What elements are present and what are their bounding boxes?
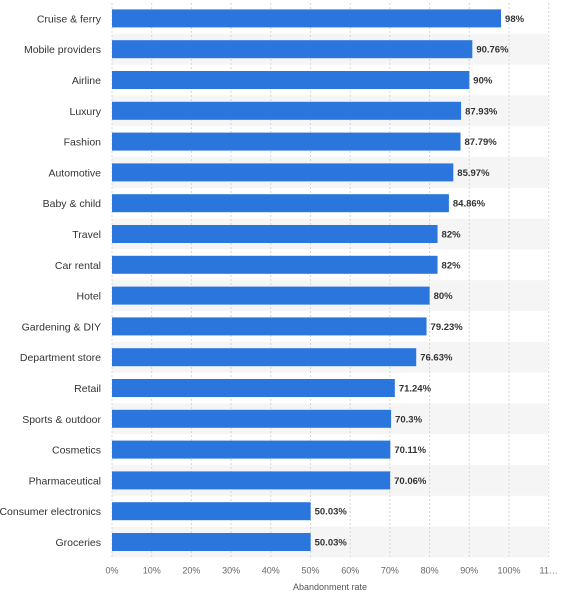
x-tick-label: 11…	[540, 565, 558, 575]
bar[interactable]	[112, 132, 461, 151]
bar[interactable]	[112, 9, 502, 28]
category-label: Travel	[72, 229, 101, 241]
bar[interactable]	[112, 101, 462, 120]
category-label: Groceries	[55, 537, 101, 549]
value-label: 98%	[505, 14, 525, 25]
category-label: Fashion	[64, 137, 102, 149]
x-axis-title: Abandonment rate	[293, 582, 367, 592]
x-tick-label: 80%	[421, 565, 439, 575]
category-label: Hotel	[76, 291, 101, 303]
category-label: Airline	[72, 75, 101, 87]
bar[interactable]	[112, 502, 311, 521]
value-label: 80%	[434, 291, 454, 302]
bar[interactable]	[112, 440, 391, 459]
value-label: 87.79%	[465, 137, 498, 148]
value-label: 85.97%	[457, 168, 490, 179]
value-label: 90%	[473, 76, 493, 87]
value-label: 79.23%	[431, 322, 464, 333]
x-tick-label: 90%	[460, 565, 478, 575]
x-tick-label: 50%	[301, 565, 319, 575]
bar[interactable]	[112, 379, 395, 397]
category-labels: Cruise & ferry Mobile providers Airline Lux…	[0, 13, 102, 549]
bar[interactable]	[112, 71, 470, 89]
value-label: 82%	[442, 260, 462, 271]
category-label: Consumer electronics	[0, 506, 101, 518]
value-label: 70.3%	[395, 414, 422, 425]
category-label: Department store	[20, 352, 101, 364]
value-label: 70.11%	[394, 445, 426, 456]
x-tick-label: 0%	[105, 565, 118, 575]
bar[interactable]	[112, 163, 454, 182]
category-label: Sports & outdoor	[22, 414, 101, 426]
value-label: 50.03%	[315, 538, 348, 549]
category-label: Cosmetics	[52, 445, 101, 457]
category-label: Car rental	[55, 260, 101, 272]
bar[interactable]	[112, 471, 391, 490]
category-label: Mobile providers	[24, 44, 101, 56]
bar[interactable]	[112, 194, 449, 213]
gridlines	[111, 3, 550, 558]
x-tick-label: 70%	[381, 565, 399, 575]
bar[interactable]	[112, 40, 473, 59]
bar[interactable]	[112, 533, 311, 551]
bar[interactable]	[112, 409, 392, 428]
value-label: 70.06%	[394, 476, 427, 487]
value-label: 90.76%	[476, 45, 509, 56]
bars	[112, 9, 502, 551]
bar[interactable]	[112, 317, 427, 336]
category-label: Luxury	[69, 106, 101, 118]
value-label: 84.86%	[453, 199, 486, 210]
value-label: 87.93%	[465, 106, 498, 117]
category-label: Automotive	[48, 167, 101, 179]
value-label: 50.03%	[315, 507, 348, 518]
x-tick-labels: 0% 10% 20% 30% 40% 50% 60% 70% 80% 90% 100% 11…	[105, 565, 557, 575]
value-labels: 98% 90.76% 90% 87.93% 87.79% 85.97% 84.86% 82% 8…	[315, 14, 525, 549]
bar[interactable]	[112, 286, 430, 305]
category-label: Baby & child	[43, 198, 102, 210]
x-tick-label: 60%	[341, 565, 359, 575]
x-tick-label: 20%	[182, 565, 200, 575]
category-label: Gardening & DIY	[22, 321, 101, 333]
x-tick-label: 40%	[262, 565, 280, 575]
x-tick-label: 30%	[222, 565, 240, 575]
bar[interactable]	[112, 348, 417, 367]
value-label: 76.63%	[420, 353, 453, 364]
category-label: Retail	[74, 383, 101, 395]
value-label: 71.24%	[399, 384, 432, 395]
x-tick-label: 100%	[497, 565, 520, 575]
bar[interactable]	[112, 225, 438, 243]
category-label: Cruise & ferry	[37, 13, 102, 25]
category-label: Pharmaceutical	[29, 475, 101, 487]
bar[interactable]	[112, 255, 438, 274]
x-tick-label: 10%	[143, 565, 161, 575]
value-label: 82%	[442, 230, 462, 241]
